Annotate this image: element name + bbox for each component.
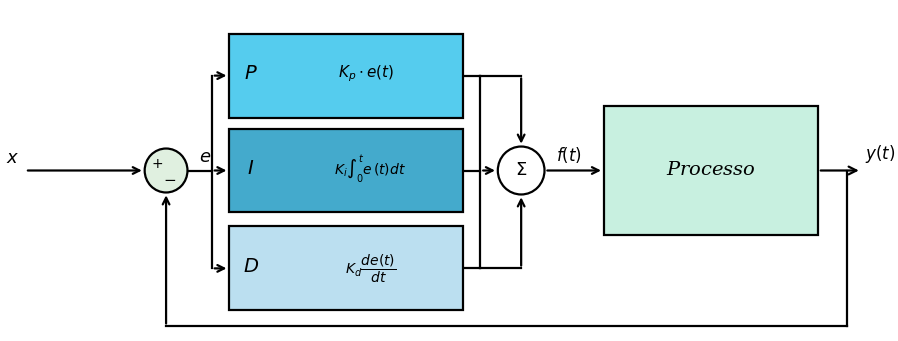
Text: +: + bbox=[152, 157, 163, 170]
Text: $y(t)$: $y(t)$ bbox=[865, 143, 895, 164]
Text: $x$: $x$ bbox=[5, 148, 19, 166]
Text: $P$: $P$ bbox=[244, 64, 258, 83]
Text: $K_i\int_0^{t} e\,(t)dt$: $K_i\int_0^{t} e\,(t)dt$ bbox=[334, 152, 407, 184]
FancyBboxPatch shape bbox=[229, 34, 462, 118]
Text: $K_d\dfrac{de(t)}{dt}$: $K_d\dfrac{de(t)}{dt}$ bbox=[345, 252, 396, 284]
FancyBboxPatch shape bbox=[603, 106, 818, 235]
Text: $K_p \cdot e(t)$: $K_p \cdot e(t)$ bbox=[338, 63, 393, 84]
Text: $e$: $e$ bbox=[199, 148, 211, 165]
FancyBboxPatch shape bbox=[229, 129, 462, 212]
FancyBboxPatch shape bbox=[229, 226, 462, 310]
Circle shape bbox=[497, 147, 544, 194]
Text: $I$: $I$ bbox=[247, 159, 254, 178]
Circle shape bbox=[145, 149, 188, 192]
Text: −: − bbox=[163, 173, 176, 188]
Text: $\Sigma$: $\Sigma$ bbox=[515, 161, 527, 178]
Text: $f(t)$: $f(t)$ bbox=[556, 145, 582, 164]
Text: $Processo$: $Processo$ bbox=[666, 160, 756, 179]
Text: $D$: $D$ bbox=[242, 257, 259, 276]
